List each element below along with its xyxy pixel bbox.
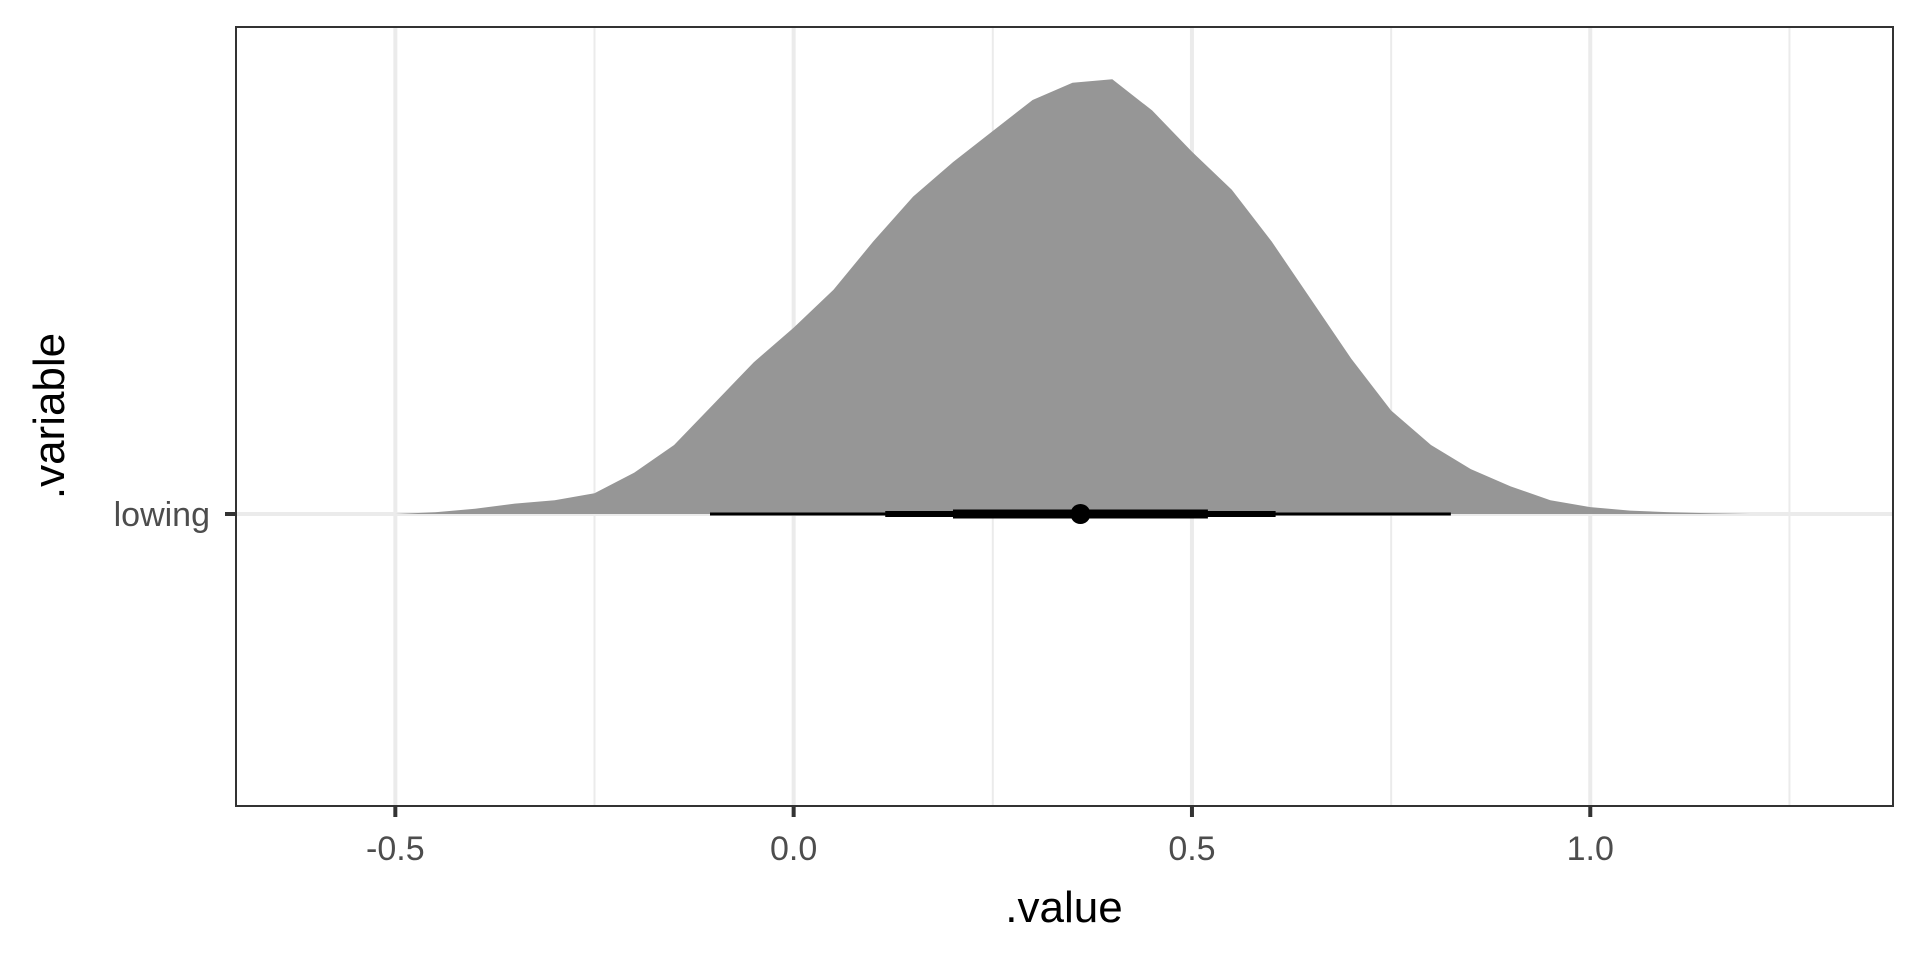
- density-area: [395, 79, 1830, 515]
- x-tick-label-0: -0.5: [366, 830, 425, 868]
- x-tick-label-2: 0.5: [1168, 830, 1215, 868]
- x-axis-ticks: -0.5 0.0 0.5 1.0: [366, 806, 1614, 868]
- density-layer: [395, 79, 1830, 515]
- y-axis-ticks: lowing: [114, 496, 236, 534]
- x-axis-title: .value: [1005, 883, 1122, 932]
- point-estimate: [1070, 504, 1091, 524]
- x-tick-label-1: 0.0: [770, 830, 817, 868]
- panel-border: [235, 26, 1894, 807]
- x-tick-label-3: 1.0: [1567, 830, 1614, 868]
- y-axis-title: .variable: [25, 333, 74, 499]
- y-tick-label-0: lowing: [114, 496, 210, 534]
- interval-layer: [709, 504, 1451, 524]
